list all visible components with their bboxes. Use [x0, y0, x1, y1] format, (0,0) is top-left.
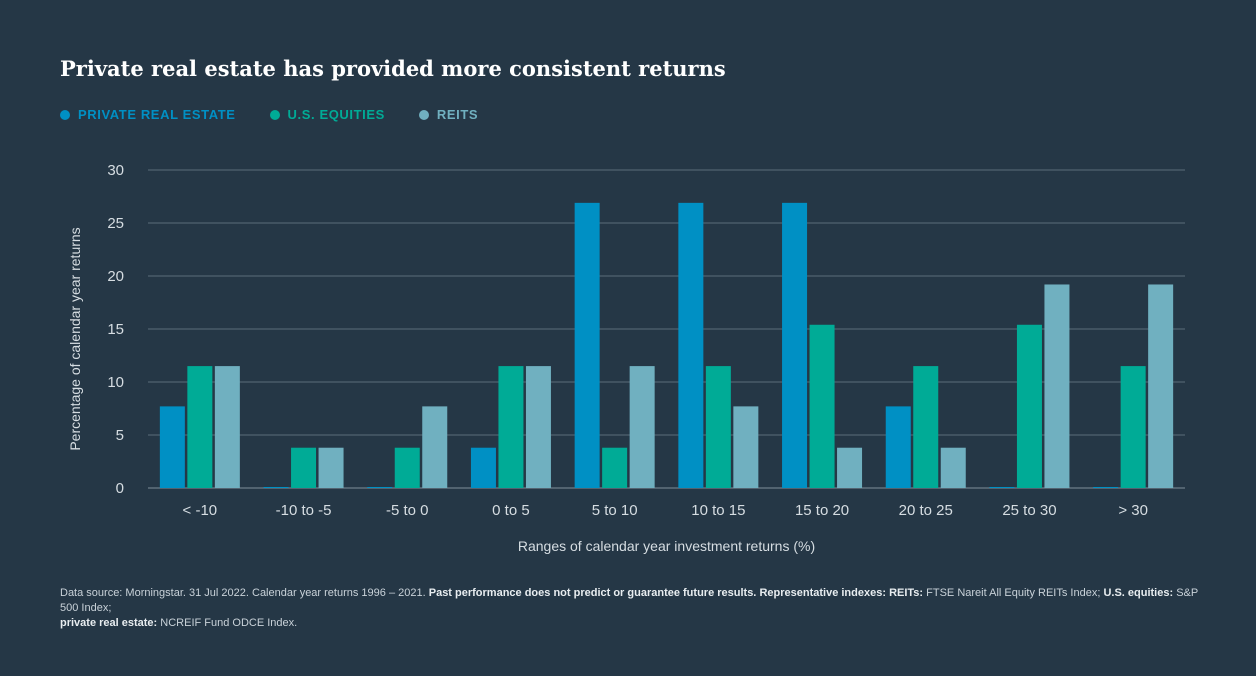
bar-private-real-estate [263, 487, 289, 488]
y-tick-label: 25 [107, 215, 124, 232]
footnote-equities-label: U.S. equities: [1103, 587, 1174, 599]
bar-reits [318, 447, 344, 488]
chart-title: Private real estate has provided more co… [60, 56, 726, 81]
chart-legend: PRIVATE REAL ESTATE U.S. EQUITIES REITS [60, 107, 478, 122]
bar-private-real-estate [367, 487, 393, 488]
y-tick-label: 30 [107, 162, 124, 179]
y-tick-label: 10 [107, 374, 124, 391]
y-tick-label: 5 [116, 427, 124, 444]
footnote-indexes-label: Representative indexes: [759, 587, 886, 599]
footnote-disclaimer: Past performance does not predict or gua… [428, 587, 757, 599]
bar-reits [1148, 284, 1174, 488]
bar-reits [837, 447, 863, 488]
bar-u-s-equities [1016, 324, 1042, 488]
footnote-pre-label: private real estate: [60, 617, 158, 629]
y-tick-label: 0 [116, 480, 124, 497]
bar-u-s-equities [705, 366, 731, 488]
footnote-source: Data source: Morningstar. 31 Jul 2022. C… [60, 587, 426, 599]
footnote: Data source: Morningstar. 31 Jul 2022. C… [60, 586, 1200, 631]
bar-u-s-equities [291, 447, 317, 488]
legend-item-reits: REITS [418, 107, 479, 122]
legend-dot-private-real-estate [60, 109, 70, 120]
y-tick-label: 15 [107, 321, 124, 338]
bar-private-real-estate [159, 406, 185, 488]
legend-label-private-real-estate: PRIVATE REAL ESTATE [78, 107, 236, 122]
x-tick-label: 10 to 15 [691, 502, 745, 519]
bar-private-real-estate [1093, 487, 1119, 488]
bar-private-real-estate [885, 406, 911, 488]
y-tick-label: 20 [107, 268, 124, 285]
x-tick-label: > 30 [1118, 502, 1148, 519]
x-tick-label: -5 to 0 [386, 502, 429, 519]
x-tick-label: 5 to 10 [592, 502, 638, 519]
bar-u-s-equities [187, 366, 213, 488]
footnote-reits-index: FTSE Nareit All Equity REITs Index; [926, 587, 1101, 599]
legend-item-private-real-estate: PRIVATE REAL ESTATE [60, 107, 236, 122]
bar-reits [422, 406, 448, 488]
x-tick-label: -10 to -5 [276, 502, 332, 519]
legend-label-reits: REITS [436, 107, 479, 122]
x-tick-label: 20 to 25 [899, 502, 953, 519]
bar-u-s-equities [602, 447, 628, 488]
bar-private-real-estate [989, 487, 1015, 488]
footnote-pre-index: NCREIF Fund ODCE Index. [160, 617, 298, 629]
x-tick-label: 0 to 5 [492, 502, 530, 519]
bar-u-s-equities [498, 366, 524, 488]
y-axis-title: Percentage of calendar year returns [67, 227, 83, 450]
bar-private-real-estate [470, 447, 496, 488]
bar-private-real-estate [678, 202, 704, 489]
legend-item-us-equities: U.S. EQUITIES [269, 107, 385, 122]
x-tick-label: < -10 [183, 502, 218, 519]
legend-label-us-equities: U.S. EQUITIES [287, 107, 385, 122]
bar-reits [733, 406, 759, 488]
bar-u-s-equities [1120, 366, 1146, 488]
bar-chart: 0 5 10 15 20 25 30 Percentage of calendar year … [67, 162, 1185, 554]
x-axis-title: Ranges of calendar year investment retur… [518, 538, 815, 554]
legend-dot-reits [418, 109, 429, 120]
bar-reits [525, 366, 551, 488]
bar-reits [629, 366, 655, 488]
footnote-reits-label: REITs: [889, 587, 924, 599]
bar-u-s-equities [913, 366, 939, 488]
bar-private-real-estate [574, 202, 600, 489]
bar-u-s-equities [809, 324, 835, 488]
footnote-equities-index: S&P 500 Index; [60, 587, 1199, 614]
x-tick-label: 25 to 30 [1002, 502, 1056, 519]
legend-dot-us-equities [269, 109, 280, 120]
bar-private-real-estate [782, 202, 808, 489]
bar-reits [214, 366, 240, 488]
x-tick-label: 15 to 20 [795, 502, 849, 519]
bar-reits [1044, 284, 1070, 488]
bar-u-s-equities [394, 447, 420, 488]
bar-reits [940, 447, 966, 488]
